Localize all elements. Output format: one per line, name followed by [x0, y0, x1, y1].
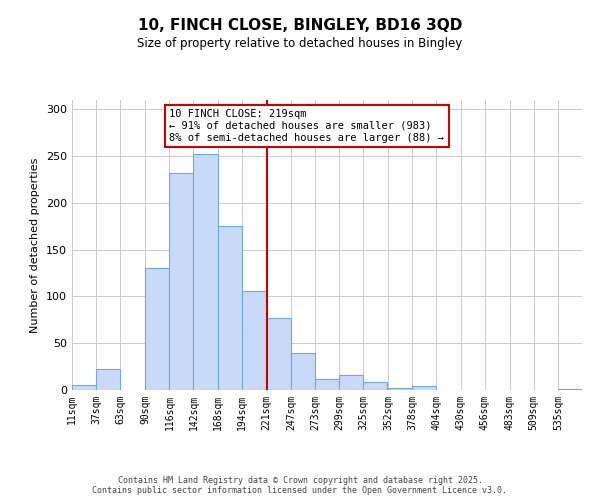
Bar [218, 226, 242, 390]
Bar [339, 375, 363, 390]
Bar [315, 379, 339, 390]
Bar [96, 370, 120, 390]
Bar [193, 154, 218, 390]
Bar [169, 173, 193, 390]
Bar [72, 386, 96, 390]
Text: Size of property relative to detached houses in Bingley: Size of property relative to detached ho… [137, 38, 463, 51]
Bar [363, 382, 387, 390]
Bar [145, 268, 169, 390]
Bar [291, 352, 315, 390]
Y-axis label: Number of detached properties: Number of detached properties [31, 158, 40, 332]
Bar [267, 318, 291, 390]
Bar [242, 291, 266, 390]
Bar [558, 389, 582, 390]
Bar [412, 386, 436, 390]
Bar [388, 388, 412, 390]
Text: 10, FINCH CLOSE, BINGLEY, BD16 3QD: 10, FINCH CLOSE, BINGLEY, BD16 3QD [138, 18, 462, 32]
Text: 10 FINCH CLOSE: 219sqm
← 91% of detached houses are smaller (983)
8% of semi-det: 10 FINCH CLOSE: 219sqm ← 91% of detached… [169, 110, 445, 142]
Text: Contains HM Land Registry data © Crown copyright and database right 2025.
Contai: Contains HM Land Registry data © Crown c… [92, 476, 508, 495]
